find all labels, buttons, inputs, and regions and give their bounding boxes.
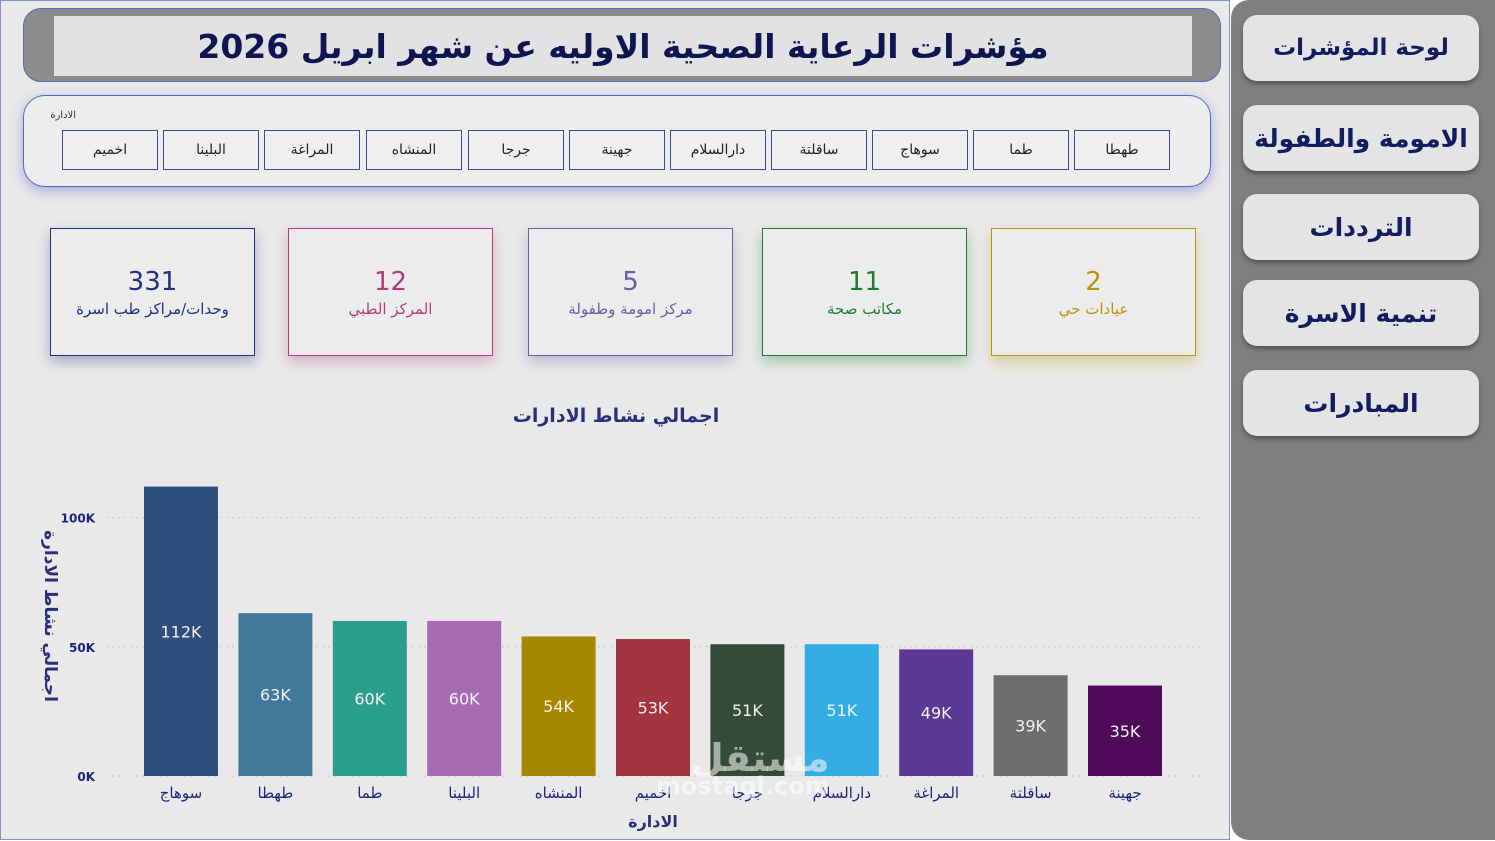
slicer-item-sohag[interactable]: سوهاج xyxy=(872,130,968,170)
kpi-label: عيادات حي xyxy=(1058,300,1129,318)
x-tick-label: طما xyxy=(357,784,382,802)
slicer-item-saqulta[interactable]: ساقلتة xyxy=(771,130,867,170)
kpi-label: المركز الطبي xyxy=(348,300,433,318)
kpi-value: 2 xyxy=(1085,267,1102,297)
watermark-url: mostaql.com xyxy=(656,772,830,800)
kpi-card-district-clinics: 2 عيادات حي xyxy=(991,228,1196,356)
x-tick-label: جهينة xyxy=(1108,784,1141,802)
x-tick-label: سوهاج xyxy=(160,784,202,803)
nav-family-development-button[interactable]: تنمية الاسرة xyxy=(1243,280,1479,346)
y-tick-label: 100K xyxy=(61,512,96,526)
bar xyxy=(332,620,407,776)
slicer-item-elbalyana[interactable]: البلينا xyxy=(163,130,259,170)
kpi-card-medical-center: 12 المركز الطبي xyxy=(288,228,493,356)
bar-chart: 0K 50K 100K 112K سوهاج 63K طهطا 60K طما 60K البلين… xyxy=(40,486,1201,831)
bar-data-label: 53K xyxy=(638,699,669,718)
bar xyxy=(804,644,879,776)
kpi-card-maternity-centers: 5 مركز امومة وطفولة xyxy=(528,228,733,356)
bar xyxy=(521,636,596,776)
bar-data-label: 60K xyxy=(449,689,480,708)
bar-data-label: 54K xyxy=(543,697,574,716)
kpi-value: 12 xyxy=(373,267,408,297)
x-tick-label: ساقلتة xyxy=(1010,784,1052,802)
x-tick-label: المنشاه xyxy=(535,784,583,802)
x-tick-label: جرجا xyxy=(732,784,763,802)
kpi-value: 5 xyxy=(622,267,639,297)
x-axis-title: الادارة xyxy=(628,812,678,831)
bar-data-label: 39K xyxy=(1015,717,1046,736)
slicer-item-tahta[interactable]: طهطا xyxy=(1074,130,1170,170)
page-title: مؤشرات الرعاية الصحية الاوليه عن شهر ابر… xyxy=(197,26,1049,66)
x-tick-label: البلينا xyxy=(448,784,480,802)
bar-data-label: 51K xyxy=(732,701,763,720)
kpi-label: وحدات/مراكز طب اسرة xyxy=(76,300,229,318)
nav-dashboard-button[interactable]: لوحة المؤشرات xyxy=(1243,15,1479,81)
bar xyxy=(993,675,1068,776)
bar-data-label: 35K xyxy=(1110,722,1141,741)
kpi-value: 11 xyxy=(847,267,882,297)
watermark: مستقل mostaql.com xyxy=(656,736,830,800)
bar xyxy=(1088,685,1162,776)
x-tick-label: المراغة xyxy=(913,784,959,802)
bar xyxy=(616,639,690,776)
slicer-item-akhmim[interactable]: اخميم xyxy=(62,130,158,170)
kpi-label: مركز امومة وطفولة xyxy=(568,300,693,318)
bar xyxy=(427,620,502,776)
nav-visits-button[interactable]: الترددات xyxy=(1243,194,1479,260)
bar xyxy=(899,649,974,776)
slicer-item-elmaragha[interactable]: المراغة xyxy=(264,130,360,170)
y-axis-title: اجمالي نشاط الادارة xyxy=(40,530,60,702)
kpi-label: مكاتب صحة xyxy=(826,300,903,318)
x-tick-label: طهطا xyxy=(258,784,294,802)
x-tick-label: دارالسلام xyxy=(813,784,871,802)
kpi-value: 331 xyxy=(127,267,178,297)
watermark-arabic: مستقل xyxy=(690,736,830,780)
nav-maternity-button[interactable]: الامومة والطفولة xyxy=(1243,105,1479,171)
kpi-card-health-offices: 11 مكاتب صحة xyxy=(762,228,967,356)
slicer-item-girga[interactable]: جرجا xyxy=(468,130,564,170)
bar-data-label: 49K xyxy=(921,704,952,723)
department-slicer: الادارة طهطا طما سوهاج ساقلتة دارالسلام … xyxy=(23,95,1211,187)
bar-data-label: 112K xyxy=(160,622,202,641)
y-tick-label: 50K xyxy=(69,641,96,655)
bar xyxy=(710,644,785,776)
bar xyxy=(144,486,218,776)
slicer-item-juhayna[interactable]: جهينة xyxy=(569,130,665,170)
slicer-label: الادارة xyxy=(50,110,76,121)
x-tick-label: اخميم xyxy=(635,784,672,802)
header-inner: مؤشرات الرعاية الصحية الاوليه عن شهر ابر… xyxy=(54,16,1192,76)
nav-initiatives-button[interactable]: المبادرات xyxy=(1243,370,1479,436)
slicer-item-dar-elsalam[interactable]: دارالسلام xyxy=(670,130,766,170)
bar-data-label: 51K xyxy=(826,701,857,720)
slicer-item-elmonshah[interactable]: المنشاه xyxy=(366,130,462,170)
y-tick-label: 0K xyxy=(77,770,95,784)
slicer-item-tama[interactable]: طما xyxy=(973,130,1069,170)
bar-data-label: 60K xyxy=(354,689,385,708)
chart-title: اجمالي نشاط الادارات xyxy=(512,405,720,427)
dashboard-canvas: مؤشرات الرعاية الصحية الاوليه عن شهر ابر… xyxy=(0,0,1230,840)
kpi-card-family-units: 331 وحدات/مراكز طب اسرة xyxy=(50,228,255,356)
header-bar: مؤشرات الرعاية الصحية الاوليه عن شهر ابر… xyxy=(23,8,1221,82)
bar-data-label: 63K xyxy=(260,686,291,705)
navigation-panel: لوحة المؤشرات الامومة والطفولة الترددات … xyxy=(1231,0,1495,840)
bar xyxy=(238,613,313,776)
